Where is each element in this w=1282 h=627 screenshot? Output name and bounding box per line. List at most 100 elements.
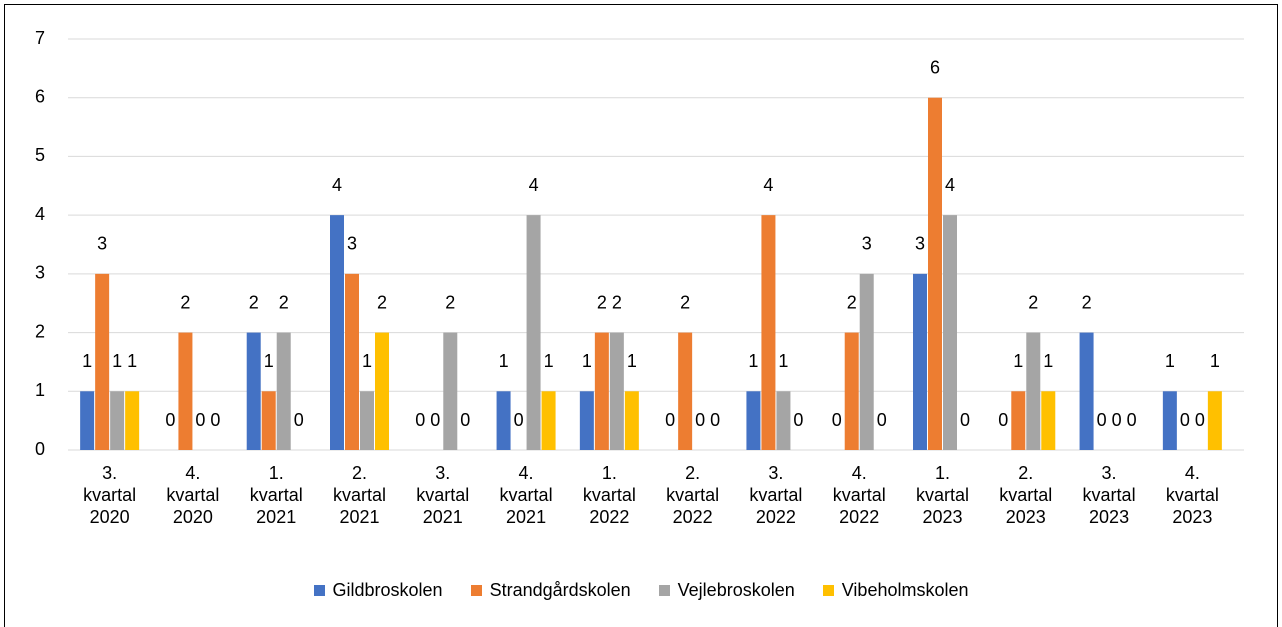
data-label: 1 — [1210, 351, 1220, 371]
data-label: 0 — [460, 410, 470, 430]
legend-item: Vejlebroskolen — [658, 580, 795, 601]
x-tick-label: 2. kvartal 2023 — [999, 463, 1053, 527]
bar — [1079, 332, 1094, 450]
y-tick-label: 1 — [35, 380, 45, 400]
data-label: 0 — [415, 410, 425, 430]
data-label: 1 — [112, 351, 122, 371]
data-label: 6 — [930, 57, 940, 77]
data-label: 0 — [210, 410, 220, 430]
bar — [110, 391, 125, 450]
y-tick-label: 5 — [35, 145, 45, 165]
x-tick-label: 1. kvartal 2022 — [582, 463, 636, 527]
bar — [761, 215, 776, 450]
legend-swatch — [822, 585, 834, 596]
data-label: 1 — [362, 351, 372, 371]
y-tick-label: 4 — [35, 204, 45, 224]
x-tick-label: 2. kvartal 2021 — [332, 463, 386, 527]
x-tick-label: 4. kvartal 2023 — [1165, 463, 1219, 527]
data-label: 2 — [249, 292, 259, 312]
frame — [4, 4, 1278, 627]
legend-label: Vibeholmskolen — [841, 580, 969, 600]
data-label: 3 — [862, 234, 872, 254]
x-tick-label: 1. kvartal 2021 — [249, 463, 303, 527]
x-tick-label: 4. kvartal 2022 — [832, 463, 886, 527]
data-label: 1 — [1013, 351, 1023, 371]
data-label: 0 — [877, 410, 887, 430]
legend-label: Strandgårdskolen — [489, 580, 631, 600]
y-tick-label: 7 — [35, 28, 45, 48]
data-label: 0 — [832, 410, 842, 430]
y-tick-label: 3 — [35, 263, 45, 283]
bar — [594, 332, 609, 450]
legend-item: Strandgårdskolen — [470, 580, 631, 601]
bar — [678, 332, 693, 450]
data-label: 2 — [847, 292, 857, 312]
bar — [1026, 332, 1041, 450]
data-label: 0 — [294, 410, 304, 430]
data-label: 0 — [710, 410, 720, 430]
x-tick-label: 3. kvartal 2023 — [1082, 463, 1136, 527]
legend-item: Vibeholmskolen — [822, 580, 969, 601]
bar — [844, 332, 859, 450]
data-label: 3 — [347, 234, 357, 254]
bar — [776, 391, 791, 450]
x-tick-label: 2. kvartal 2022 — [666, 463, 720, 527]
data-label: 2 — [597, 292, 607, 312]
y-tick-label: 0 — [35, 439, 45, 459]
data-label: 0 — [1180, 410, 1190, 430]
data-label: 1 — [582, 351, 592, 371]
data-label: 0 — [695, 410, 705, 430]
data-label: 4 — [763, 175, 773, 195]
data-label: 1 — [748, 351, 758, 371]
x-tick-label: 1. kvartal 2023 — [915, 463, 969, 527]
x-tick-label: 4. kvartal 2020 — [166, 463, 220, 527]
bar — [178, 332, 193, 450]
data-label: 0 — [195, 410, 205, 430]
data-label: 0 — [998, 410, 1008, 430]
bar — [1207, 391, 1222, 450]
bar — [330, 215, 344, 450]
y-tick-label: 6 — [35, 86, 45, 106]
data-label: 4 — [332, 175, 342, 195]
bar — [443, 332, 458, 450]
y-tick-label: 2 — [35, 321, 45, 341]
data-label: 2 — [377, 292, 387, 312]
bar — [1041, 391, 1056, 450]
bar — [943, 215, 957, 450]
legend-label: Gildbroskolen — [332, 580, 443, 600]
data-label: 0 — [793, 410, 803, 430]
legend-swatch — [313, 585, 325, 596]
legend: Gildbroskolen Strandgårdskolen Vejlebrosko… — [0, 580, 1282, 601]
bar — [1011, 391, 1026, 450]
data-label: 0 — [1097, 410, 1107, 430]
bar — [526, 215, 541, 450]
bar — [928, 97, 942, 450]
bar — [360, 391, 374, 450]
data-label: 2 — [445, 292, 455, 312]
bar — [276, 332, 291, 450]
bar — [609, 332, 624, 450]
x-tick-label: 3. kvartal 2022 — [749, 463, 803, 527]
data-label: 0 — [430, 410, 440, 430]
data-label: 2 — [1028, 292, 1038, 312]
x-tick-label: 3. kvartal 2020 — [83, 463, 137, 527]
bar — [746, 391, 761, 450]
data-label: 1 — [82, 351, 92, 371]
data-label: 0 — [1112, 410, 1122, 430]
bar — [125, 391, 140, 450]
data-label: 2 — [1082, 292, 1092, 312]
data-label: 1 — [127, 351, 137, 371]
data-label: 0 — [1127, 410, 1137, 430]
legend-swatch — [658, 585, 670, 596]
data-label: 1 — [627, 351, 637, 371]
data-label: 4 — [945, 175, 955, 195]
data-label: 2 — [680, 292, 690, 312]
data-label: 1 — [1043, 351, 1053, 371]
data-label: 0 — [165, 410, 175, 430]
bar — [246, 332, 261, 450]
bar — [80, 391, 95, 450]
bar — [541, 391, 556, 450]
data-label: 1 — [264, 351, 274, 371]
data-label: 1 — [778, 351, 788, 371]
